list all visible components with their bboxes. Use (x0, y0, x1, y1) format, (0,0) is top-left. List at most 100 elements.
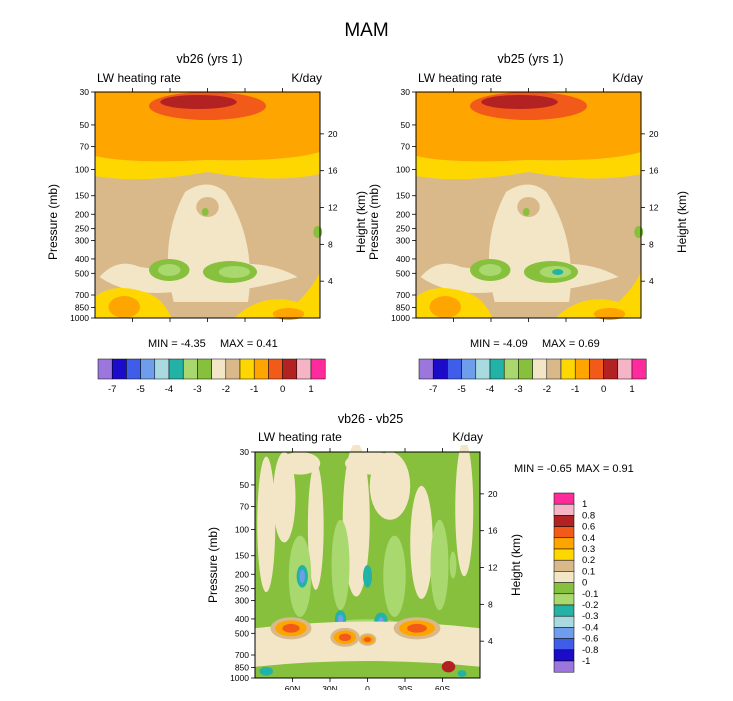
panel-3-colorbar-label: 0.8 (582, 510, 595, 521)
panel-3-max-text: MAX = 0.91 (576, 463, 634, 475)
panel-3-colorbar-label: 0.2 (582, 555, 595, 566)
panel-2-pressure-tick-label: 500 (396, 268, 410, 278)
panel-2-region-dark-red-max (481, 95, 558, 109)
panel-2-colorbar-label: -7 (429, 384, 437, 395)
panel-3-pressure-tick-label: 50 (240, 480, 250, 490)
panel-2-pressure-tick-label: 50 (401, 120, 411, 130)
panel-3-height-tick-label: 8 (488, 599, 493, 609)
panel-2-colorbar-label: -4 (486, 384, 494, 395)
panel-1-colorbar-label: -7 (108, 384, 116, 395)
panel-3-lat-tick-label: 60N (285, 684, 301, 690)
panel-3-colorbar-label: -0.4 (582, 622, 598, 633)
panel-2-height-tick-label: 16 (649, 166, 659, 176)
panel-3-region-lightgreen-edge (449, 551, 457, 579)
panel-3-pressure-tick-label: 70 (240, 502, 250, 512)
panel-3-min-text: MIN = -0.65 (514, 463, 572, 475)
panel-2-region-green-edge (634, 226, 644, 238)
panel-1-pressure-tick-label: 150 (75, 191, 89, 201)
panel-3-region-cream-2 (307, 463, 324, 590)
panel-1-colorbar-label: 1 (308, 384, 313, 395)
panel-1-colorbar-swatch (310, 358, 326, 380)
panel-3-region-cream-6 (455, 445, 474, 577)
panel-3-colorbar-label: 0.6 (582, 522, 595, 533)
panel-2-colorbar-swatch (503, 358, 519, 380)
panel-3-colorbar-swatch (553, 638, 575, 651)
panel-2-pressure-tick-label: 300 (396, 235, 410, 245)
panel-1-max-text: MAX = 0.41 (220, 338, 278, 350)
panel-2-pressure-tick-label: 100 (396, 165, 410, 175)
panel-1-height-tick-label: 16 (328, 166, 338, 176)
panel-3-pressure-tick-label: 400 (235, 614, 249, 624)
panel-1-region-green-dot (201, 208, 209, 216)
panel-3-lat-tick-label: 0 (365, 684, 370, 690)
panel-3-height-tick-label: 12 (488, 563, 498, 573)
panel-3-region-teal-1 (363, 565, 372, 588)
panel-3-colorbar-label: 0.3 (582, 544, 595, 555)
panel-1-colorbar-swatch (268, 358, 283, 380)
panel-1-colorbar-swatch (140, 358, 156, 380)
panel-3-colorbar-label: -0.6 (582, 634, 598, 645)
panel-2-colorbar-swatch (475, 358, 491, 380)
panel-2-region-teal-min (552, 269, 564, 275)
panel-3-region-teal-4 (259, 666, 273, 676)
panel-2-min-text: MIN = -4.09 (470, 338, 528, 350)
panel-3-pressure-tick-label: 200 (235, 569, 249, 579)
panel-3-height-tick-label: 16 (488, 526, 498, 536)
panel-3-pressure-tick-label: 100 (235, 525, 249, 535)
figure-title: MAM (344, 20, 389, 41)
panel-1-region-yellow-sfc-right (234, 272, 320, 318)
panel-1-min-text: MIN = -4.35 (148, 338, 206, 350)
panel-3-colorbar-label: -0.2 (582, 600, 598, 611)
panel-2-height-tick-label: 4 (649, 276, 654, 286)
panel-3-colorbar-label: -0.8 (582, 645, 598, 656)
panel-3-colorbar-label: 1 (582, 499, 587, 510)
panel-1-pressure-tick-label: 700 (75, 290, 89, 300)
panel-2-colorbar-label: -5 (457, 384, 465, 395)
panel-2-region-orange-sfc-left (429, 296, 461, 318)
panel-1-pressure-tick-label: 200 (75, 209, 89, 219)
panel-2-field (416, 92, 644, 320)
panel-1-region-yellow-band (95, 152, 320, 180)
panel-3-colorbar-label: -0.1 (582, 589, 598, 600)
panel-3-lat-tick-label: 30S (397, 684, 412, 690)
panel-2-pressure-tick-label: 70 (401, 142, 411, 152)
panel-1-variable-label: LW heating rate (97, 71, 181, 85)
panel-3-region-darkred-0 (441, 661, 456, 673)
panel-2-pressure-tick-label: 850 (396, 303, 410, 313)
panel-2-colorbar-label: -1 (571, 384, 579, 395)
panel-3-region-red-2 (407, 623, 427, 633)
panel-2-colorbar-label: 1 (629, 384, 634, 395)
panel-1-pressure-tick-label: 30 (80, 87, 90, 97)
panel-1-colorbar-label: -2 (222, 384, 230, 395)
panel-1-region-lightgreen-left (158, 264, 181, 276)
panel-1-colorbar-swatch (211, 358, 227, 380)
panel-3-pressure-tick-label: 850 (235, 663, 249, 673)
panel-2-colorbar-swatch (603, 358, 619, 380)
panel-1-pressure-tick-label: 400 (75, 254, 89, 264)
panel-1-colorbar-swatch (182, 358, 198, 380)
panel-1-colorbar-swatch (154, 358, 170, 380)
panel-1-colorbar-swatch (126, 358, 141, 380)
panel-1-pressure-tick-label: 1000 (70, 313, 89, 322)
panel-1-pressure-tick-label: 250 (75, 224, 89, 234)
panel-2-height-tick-label: 8 (649, 239, 654, 249)
panel-2-colorbar-swatch (589, 358, 604, 380)
panel-1-region-green-edge (313, 226, 323, 238)
panel-1-colorbar-swatch (296, 358, 312, 380)
panel-1-region-dark-red-max (160, 95, 237, 109)
panel-2-pressure-tick-label: 200 (396, 209, 410, 219)
panel-3-colorbar-swatch (553, 492, 575, 505)
panel-1-pressure-tick-label: 850 (75, 303, 89, 313)
panel-2-colorbar-swatch (461, 358, 477, 380)
panel-3-pressure-tick-label: 700 (235, 650, 249, 660)
panel-2-colorbar-swatch (546, 358, 562, 380)
panel-1-height-tick-label: 20 (328, 129, 338, 139)
panel-1-height-tick-label: 8 (328, 239, 333, 249)
panel-2-colorbar-label: -2 (543, 384, 551, 395)
panel-3-region-cream-5 (410, 485, 433, 599)
panel-3-region-cream-7 (345, 452, 399, 475)
panel-1-pressure-tick-label: 70 (80, 142, 90, 152)
panel-2-region-orange-sfc-right (593, 308, 626, 320)
panel-1-colorbar: -7 -5 -4 -3 -2 -1 0 1 (97, 358, 326, 395)
panel-3-region-lightgreen-1 (331, 519, 350, 611)
